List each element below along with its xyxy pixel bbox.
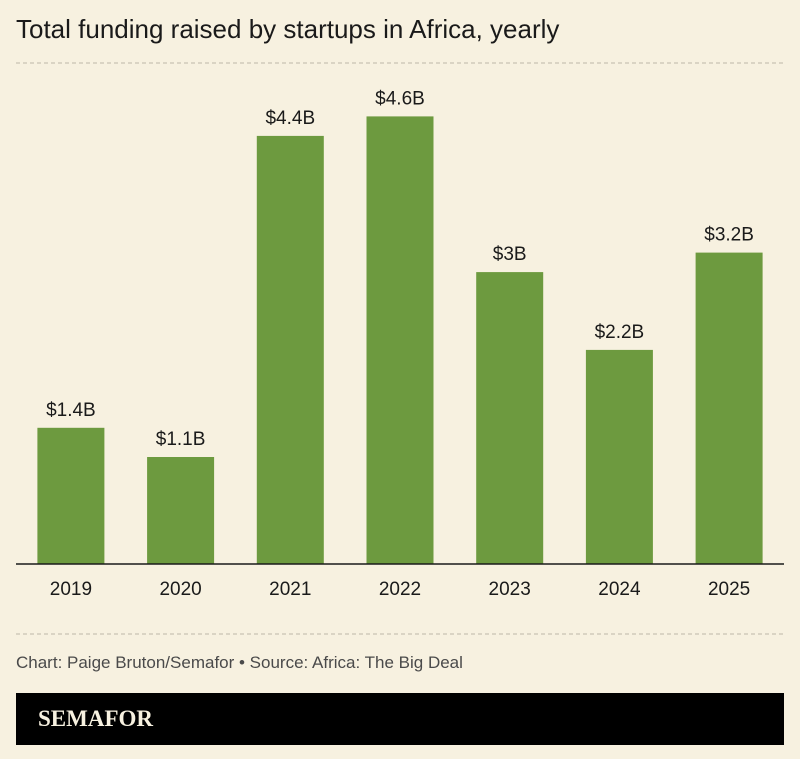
- x-tick-label-2020: 2020: [159, 579, 201, 600]
- bar-2024: [585, 349, 653, 564]
- semafor-logo: SEMAFOR: [38, 706, 153, 731]
- bars: [37, 116, 763, 565]
- value-labels: $1.4B $1.1B $4.4B $4.6B $3B $2.2B $3.2B: [46, 88, 754, 450]
- x-tick-label-2023: 2023: [489, 579, 531, 600]
- bar-2020: [147, 457, 215, 564]
- value-label-2024: $2.2B: [595, 322, 645, 343]
- x-tick-label-2025: 2025: [708, 579, 750, 600]
- bar-2019: [37, 427, 105, 564]
- x-tick-labels: 2019 2020 2021 2022 2023 2024 2025: [50, 579, 750, 600]
- bar-2022: [366, 116, 434, 565]
- brand-footer-bar: SEMAFOR: [16, 693, 784, 745]
- bar-2025: [695, 252, 763, 564]
- value-label-2022: $4.6B: [375, 88, 425, 109]
- x-tick-label-2024: 2024: [598, 579, 641, 600]
- bar-2021: [256, 135, 324, 564]
- chart-title: Total funding raised by startups in Afri…: [16, 14, 560, 44]
- x-tick-label-2021: 2021: [269, 579, 311, 600]
- value-label-2020: $1.1B: [156, 429, 206, 450]
- value-label-2021: $4.4B: [265, 108, 315, 129]
- value-label-2019: $1.4B: [46, 400, 96, 421]
- bar-2023: [476, 272, 544, 564]
- x-tick-label-2022: 2022: [379, 579, 421, 600]
- value-label-2025: $3.2B: [704, 225, 754, 246]
- value-label-2023: $3B: [493, 244, 527, 265]
- chart-credit: Chart: Paige Bruton/Semafor • Source: Af…: [16, 653, 463, 672]
- bar-chart: $1.4B$1.1B$4.4B$4.6B$3B$2.2B$3.2B 2019 20…: [16, 62, 784, 635]
- x-tick-label-2019: 2019: [50, 579, 92, 600]
